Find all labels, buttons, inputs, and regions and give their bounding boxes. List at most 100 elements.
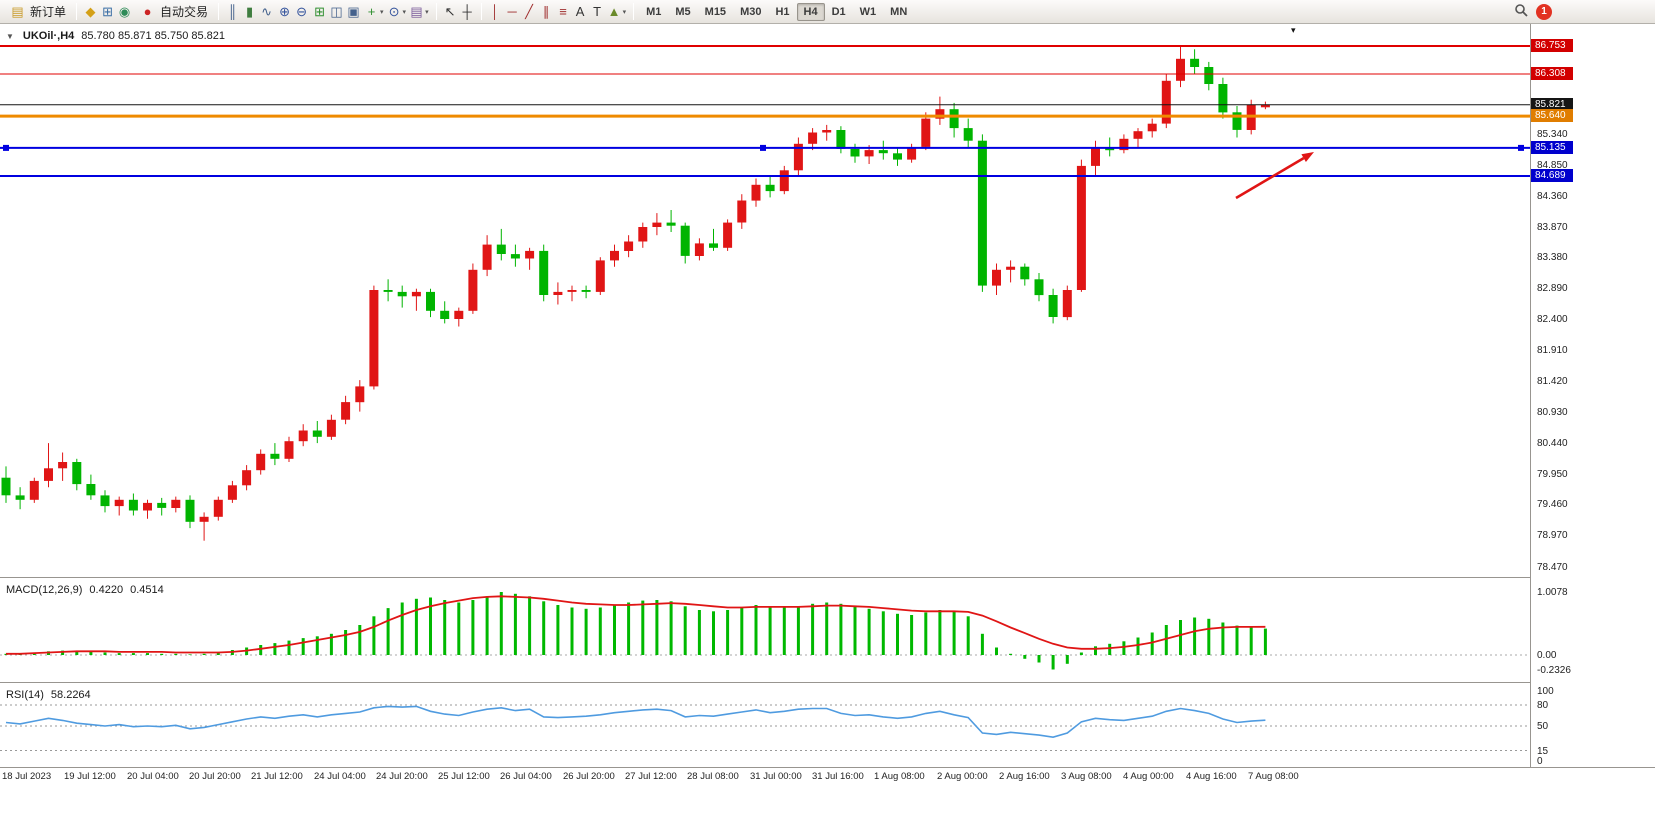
trendline-icon[interactable]: ╱: [525, 3, 533, 19]
timeframe-button-h1[interactable]: H1: [775, 5, 790, 18]
timeframe-button-w1[interactable]: W1: [859, 5, 877, 18]
templates-caret-icon[interactable]: ▾: [425, 8, 429, 16]
price-axis-label: 84.850: [1537, 160, 1568, 171]
price-axis-label: 79.460: [1537, 499, 1568, 510]
periods-icon[interactable]: ⊙: [388, 3, 400, 19]
arrows-caret-icon[interactable]: ▾: [622, 8, 627, 16]
zoom-out-icon[interactable]: ⊖: [296, 3, 307, 19]
grid-icon[interactable]: ⊞: [314, 3, 325, 19]
terminal-icon[interactable]: ◉: [118, 3, 131, 19]
price-axis-label: 81.420: [1537, 376, 1568, 387]
periods-caret-icon[interactable]: ▾: [402, 8, 407, 16]
timeframe-button-m30[interactable]: M30: [740, 5, 762, 18]
autotrading-button[interactable]: ● 自动交易: [134, 1, 213, 23]
toolbar-separator: [435, 3, 437, 20]
rsi-axis-label: 15: [1537, 746, 1549, 757]
add-indicator-icon[interactable]: +: [367, 3, 376, 19]
rsi-axis-label: 0: [1537, 756, 1543, 767]
time-axis-label: 20 Jul 20:00: [189, 771, 241, 782]
time-axis-label: 7 Aug 08:00: [1248, 771, 1299, 782]
rsi-axis-label: 100: [1537, 686, 1554, 697]
price-badge-84.689: 84.689: [1531, 169, 1573, 182]
arrows-icon[interactable]: ▲: [607, 3, 621, 19]
time-axis-label: 21 Jul 12:00: [251, 771, 303, 782]
cursor-group: ↖ ┼: [442, 3, 476, 21]
text-icon[interactable]: A: [575, 3, 585, 19]
time-axis-label: 20 Jul 04:00: [127, 771, 179, 782]
chart-shift-marker: ▾: [1291, 25, 1296, 35]
line-handle[interactable]: [760, 144, 766, 151]
fibonacci-icon[interactable]: ≡: [559, 3, 567, 19]
timeframe-button-mn[interactable]: MN: [890, 5, 908, 18]
time-axis[interactable]: 18 Jul 2023 19 Jul 12:00 20 Jul 04:00 20 Ju…: [0, 767, 1655, 786]
timeframes-group: M1 M5 M15 M30 H1 H4 D1 W1 MN: [639, 2, 914, 21]
draw-tools-group: │ ─ ╱ ∥ ≡ A T ▲ ▾: [487, 3, 629, 21]
toolbar-separator: [633, 3, 635, 20]
price-axis-label: 84.360: [1537, 191, 1568, 202]
chart-type-group: ║ ▮ ∿: [224, 3, 275, 21]
arrow-annotation[interactable]: [1235, 156, 1305, 200]
candlestick-chart-icon[interactable]: ▮: [245, 3, 254, 19]
timeframe-button-d1[interactable]: D1: [831, 5, 846, 18]
market-watch-icon[interactable]: ◆: [85, 3, 96, 19]
price-badge-85.821: 85.821: [1531, 98, 1573, 111]
zoom-group: ⊕ ⊖: [276, 3, 310, 21]
price-axis-label: 82.890: [1537, 283, 1568, 294]
crosshair-icon[interactable]: ┼: [462, 3, 472, 19]
macd-panel-canvas[interactable]: [0, 581, 1530, 682]
arrow-head: [1301, 152, 1314, 162]
channel-icon[interactable]: ∥: [542, 3, 550, 19]
panel-separator[interactable]: [0, 577, 1655, 579]
price-badge-86.753: 86.753: [1531, 39, 1573, 52]
price-axis[interactable]: 85.340 84.850 84.360 83.870 83.380 82.890 82.4…: [1530, 24, 1655, 767]
time-axis-label: 2 Aug 00:00: [937, 771, 988, 782]
vertical-line-icon[interactable]: │: [491, 3, 500, 19]
time-axis-label: 18 Jul 2023: [2, 771, 52, 782]
add-indicator-caret-icon[interactable]: ▾: [380, 8, 384, 16]
macd-signal-line: [6, 595, 1266, 655]
search-icon[interactable]: [1512, 3, 1529, 21]
horizontal-line-icon[interactable]: ─: [507, 3, 517, 19]
time-axis-label: 2 Aug 16:00: [999, 771, 1050, 782]
rsi-axis-label: 50: [1537, 721, 1549, 732]
window-tools-group: ⊞ ◫ ▣: [311, 3, 362, 21]
price-badge-85.640: 85.640: [1531, 109, 1573, 122]
toolbar-separator: [218, 3, 220, 20]
templates-icon[interactable]: ▤: [410, 3, 423, 19]
rsi-axis-label: 80: [1537, 700, 1549, 711]
timeframe-button-m1[interactable]: M1: [646, 5, 662, 18]
price-chart-canvas[interactable]: [0, 24, 1530, 577]
time-axis-label: 1 Aug 08:00: [874, 771, 925, 782]
tile-windows-icon[interactable]: ◫: [330, 3, 343, 19]
navigator-icon[interactable]: ⊞: [102, 3, 113, 19]
panel-separator[interactable]: [0, 682, 1655, 684]
time-axis-label: 25 Jul 12:00: [438, 771, 490, 782]
autotrading-label: 自动交易: [160, 5, 209, 19]
toolbar: ▤ 新订单 ◆ ⊞ ◉ ● 自动交易 ║ ▮ ∿ ⊕ ⊖ ⊞ ◫ ▣ + ▾ ⊙ ▾ ▤ ▾ ↖ ┼ │ ─…: [0, 0, 1655, 24]
candles: [1, 46, 1270, 541]
new-order-button[interactable]: ▤ 新订单: [4, 1, 71, 23]
line-handle[interactable]: [1518, 144, 1524, 151]
bar-chart-icon[interactable]: ║: [227, 3, 238, 19]
line-chart-icon[interactable]: ∿: [261, 3, 272, 19]
new-order-label: 新订单: [30, 5, 67, 19]
rsi-panel-canvas[interactable]: [0, 686, 1530, 767]
timeframe-button-h4[interactable]: H4: [796, 2, 825, 21]
price-axis-label: 80.440: [1537, 438, 1568, 449]
timeframe-button-m5[interactable]: M5: [675, 5, 691, 18]
price-badge-85.135: 85.135: [1531, 141, 1573, 154]
zoom-in-icon[interactable]: ⊕: [279, 3, 290, 19]
timeframe-button-m15[interactable]: M15: [704, 5, 727, 18]
cursor-icon[interactable]: ↖: [444, 3, 456, 19]
label-icon[interactable]: T: [593, 3, 602, 19]
notification-badge[interactable]: 1: [1536, 3, 1552, 20]
macd-axis-label: 1.0078: [1537, 587, 1568, 598]
line-handle[interactable]: [3, 144, 9, 151]
autotrading-icon: ●: [143, 3, 152, 19]
cascade-windows-icon[interactable]: ▣: [347, 3, 360, 19]
price-axis-label: 83.870: [1537, 222, 1568, 233]
insert-group: + ▾ ⊙ ▾ ▤ ▾: [363, 3, 431, 21]
rsi-line: [5, 705, 1266, 739]
macd-axis-label: 0.00: [1537, 650, 1557, 661]
